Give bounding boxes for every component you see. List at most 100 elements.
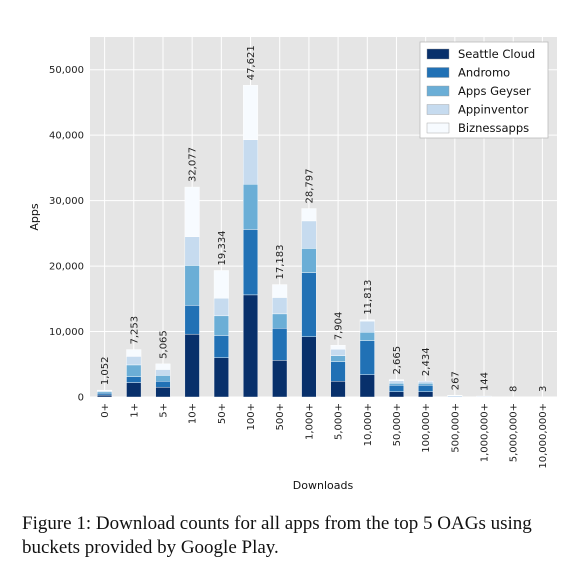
total-label: 11,813 — [363, 280, 374, 315]
bar-segment — [418, 391, 434, 398]
bar-segment — [330, 355, 346, 362]
legend-entry: Andromo — [458, 66, 510, 80]
total-label: 5,065 — [158, 330, 169, 359]
y-tick-label: 10,000 — [49, 327, 84, 338]
bar-segment — [155, 386, 171, 398]
y-tick-label: 40,000 — [49, 131, 84, 142]
bar-segment — [301, 248, 317, 273]
bar-segment — [155, 375, 171, 382]
y-tick-label: 30,000 — [49, 196, 84, 207]
y-axis-ticks: 0 10,000 20,000 30,000 40,000 50,000 — [49, 65, 84, 403]
figure-caption: Figure 1: Download counts for all apps f… — [22, 513, 532, 558]
bar-segment — [359, 319, 375, 322]
total-label: 28,797 — [304, 169, 315, 204]
bar-segment — [388, 391, 404, 398]
bar-segment — [126, 382, 142, 398]
bar-segment — [184, 333, 200, 398]
x-tick-label: 5,000+ — [334, 403, 345, 440]
total-label: 7,253 — [129, 316, 140, 345]
bar-segment — [243, 139, 259, 185]
x-tick-label: 10,000,000+ — [538, 403, 549, 469]
bar-segment — [184, 236, 200, 266]
bar-segment — [359, 320, 375, 333]
bar-segment — [126, 376, 142, 383]
bar-segment — [301, 336, 317, 398]
bar-segment — [213, 357, 229, 398]
bar-segment — [243, 294, 259, 398]
x-axis-label: Downloads — [293, 479, 354, 492]
bar-segment — [418, 381, 434, 384]
legend-entry: Appinventor — [458, 103, 529, 117]
bar-segment — [330, 381, 346, 398]
total-label: 19,334 — [217, 230, 228, 265]
legend-swatch — [426, 122, 450, 134]
legend-entry: Seattle Cloud — [458, 47, 535, 61]
bar-segment — [97, 389, 113, 391]
bar-segment — [330, 345, 346, 350]
x-tick-label: 0+ — [100, 403, 111, 418]
x-tick-label: 50,000+ — [392, 403, 403, 446]
bar-segment — [213, 270, 229, 299]
bars — [97, 85, 550, 398]
bar-segment — [184, 305, 200, 335]
bar-segment — [126, 356, 142, 366]
legend-swatch — [426, 48, 450, 60]
bar-segment — [388, 380, 404, 384]
total-label: 7,904 — [334, 312, 345, 341]
bar-segment — [388, 379, 404, 381]
bar-segment — [243, 85, 259, 140]
legend-entry: Apps Geyser — [458, 84, 531, 98]
x-tick-label: 10+ — [188, 403, 199, 424]
total-label: 32,077 — [188, 147, 199, 182]
bar-segment — [126, 349, 142, 357]
bar-segment — [359, 340, 375, 375]
x-tick-label: 1,000+ — [304, 403, 315, 440]
bar-segment — [388, 385, 404, 392]
bar-segment — [418, 385, 434, 392]
legend: Seattle Cloud Andromo Apps Geyser Appinvent… — [419, 41, 549, 139]
bar-segment — [155, 363, 171, 370]
stacked-bar-chart: 0 10,000 20,000 30,000 40,000 50,000 1,052 7,2… — [28, 37, 557, 492]
x-tick-label: 100+ — [246, 403, 257, 430]
total-label: 17,183 — [275, 245, 286, 280]
bar-segment — [272, 313, 288, 329]
bar-segment — [213, 335, 229, 358]
legend-entry: Biznessapps — [458, 121, 529, 135]
bar-segment — [243, 184, 259, 230]
bar-segment — [97, 392, 113, 396]
x-axis-ticks: 0+ 1+ 5+ 10+ 50+ 100+ 500+ 1,000+ 5,000+ 10,000+ 5… — [100, 403, 549, 469]
bar-segment — [301, 208, 317, 222]
bar-segment — [243, 229, 259, 296]
total-label: 144 — [480, 372, 491, 391]
x-tick-label: 5+ — [158, 403, 169, 418]
total-label: 47,621 — [246, 45, 257, 80]
bar-segment — [155, 369, 171, 376]
y-tick-label: 50,000 — [49, 65, 84, 76]
x-tick-label: 1+ — [129, 403, 140, 418]
bar-segment — [272, 328, 288, 361]
bar-segment — [359, 332, 375, 341]
bar-segment — [272, 360, 288, 398]
bar-segment — [184, 186, 200, 237]
bar-segment — [97, 394, 113, 398]
x-tick-label: 100,000+ — [421, 403, 432, 453]
bar-segment — [301, 272, 317, 337]
bar-segment — [213, 315, 229, 336]
bar-segment — [155, 381, 171, 388]
y-axis-label: Apps — [28, 203, 41, 230]
bar-segment — [418, 383, 434, 386]
total-label: 8 — [509, 386, 520, 392]
bar-segment — [330, 349, 346, 356]
x-tick-label: 500,000+ — [450, 403, 461, 453]
bar-segment — [330, 361, 346, 382]
x-tick-label: 10,000+ — [363, 403, 374, 446]
x-tick-label: 50+ — [217, 403, 228, 424]
bar-segment — [388, 383, 404, 386]
bar-segment — [272, 284, 288, 298]
bar-segment — [301, 220, 317, 249]
bar-segment — [184, 265, 200, 306]
x-tick-label: 5,000,000+ — [509, 403, 520, 462]
total-label: 2,434 — [421, 347, 432, 376]
legend-swatch — [426, 85, 450, 97]
total-label: 2,665 — [392, 346, 403, 375]
